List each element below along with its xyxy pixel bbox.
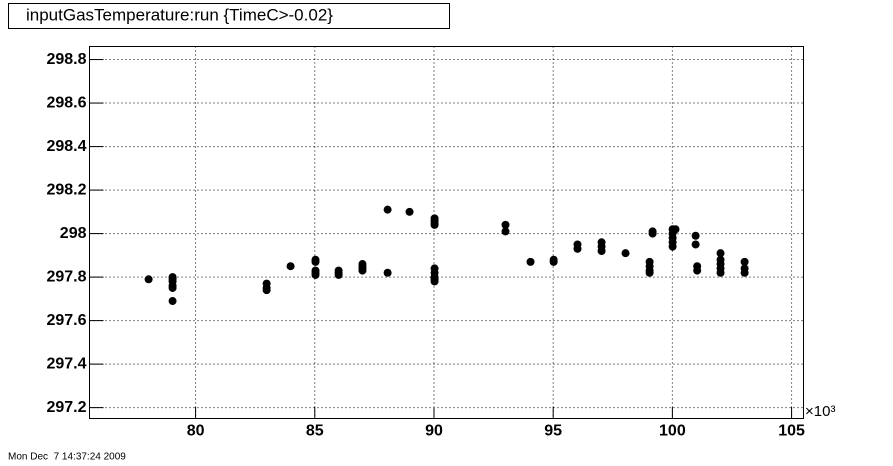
point [405, 207, 414, 216]
point [144, 275, 153, 284]
chart-title: inputGasTemperature:run {TimeC>-0.02} [26, 5, 333, 24]
point [668, 242, 677, 251]
point [168, 297, 177, 306]
point [740, 268, 749, 277]
x-tick-label: 85 [306, 423, 324, 440]
point [311, 257, 320, 266]
y-tick-label: 297.4 [46, 355, 86, 372]
point [168, 283, 177, 292]
point [573, 244, 582, 253]
point [383, 268, 392, 277]
y-tick-label: 297.8 [46, 268, 86, 285]
x-tick-label: 105 [778, 423, 805, 440]
point [716, 268, 725, 277]
point [648, 229, 657, 238]
x-multiplier: ×10³ [805, 403, 835, 420]
x-tick-label: 100 [659, 423, 686, 440]
point [740, 257, 749, 266]
y-tick-label: 298.4 [46, 138, 86, 155]
y-tick-label: 298.8 [46, 51, 86, 68]
y-tick-label: 298.6 [46, 94, 86, 111]
point [501, 227, 510, 236]
point [262, 286, 271, 295]
y-tick-label: 297.2 [46, 399, 86, 416]
point [286, 262, 295, 271]
point [430, 220, 439, 229]
point [693, 266, 702, 275]
point [526, 257, 535, 266]
x-tick-label: 80 [187, 423, 205, 440]
point [358, 266, 367, 275]
point [501, 220, 510, 229]
point [691, 240, 700, 249]
point [549, 257, 558, 266]
point [430, 277, 439, 286]
plot-frame [89, 46, 804, 419]
y-tick-label: 298.2 [46, 181, 86, 198]
point [383, 205, 392, 214]
timestamp: Mon Dec 7 14:37:24 2009 [8, 452, 126, 463]
point [691, 231, 700, 240]
point [671, 225, 680, 234]
point [716, 249, 725, 258]
point [597, 246, 606, 255]
point [621, 249, 630, 258]
point [334, 270, 343, 279]
x-tick-label: 95 [544, 423, 562, 440]
y-tick-label: 298 [60, 225, 87, 242]
y-tick-label: 297.6 [46, 312, 86, 329]
x-tick-label: 90 [425, 423, 443, 440]
point [311, 270, 320, 279]
point [645, 268, 654, 277]
title-box [8, 3, 450, 29]
